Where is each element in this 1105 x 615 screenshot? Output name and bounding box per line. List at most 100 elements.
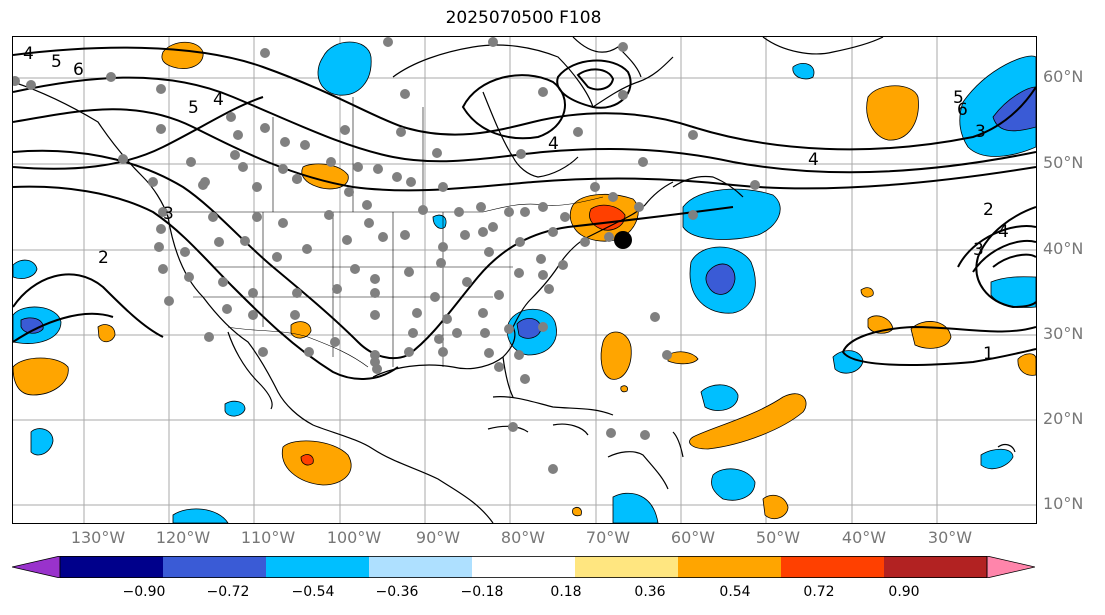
contour-label: 4 <box>548 134 559 154</box>
lon-label: 110°W <box>240 528 296 547</box>
lon-label: 90°W <box>415 528 461 547</box>
negative-anomaly-region <box>992 86 1036 132</box>
lon-label: 130°W <box>70 528 126 547</box>
lon-label: 120°W <box>155 528 211 547</box>
contour-label: 2 <box>983 200 994 220</box>
negative-anomaly-region <box>30 428 54 456</box>
lon-label: 80°W <box>500 528 546 547</box>
positive-anomaly-region <box>910 321 952 349</box>
contour-label: 4 <box>998 222 1009 242</box>
negative-anomaly-region <box>516 318 542 339</box>
colorbar-segment <box>60 556 164 578</box>
contour-label: 1 <box>983 344 994 364</box>
colorbar-tick-label: 0.18 <box>550 584 582 600</box>
station-markers <box>13 37 760 474</box>
colorbar-tick-label: −0.54 <box>291 584 335 600</box>
map-svg: 4 5 6 5 4 4 3 2 4 3 6 5 2 3 4 1 <box>13 37 1036 523</box>
positive-anomaly-region <box>620 385 628 393</box>
positive-anomaly-region <box>689 393 807 450</box>
contour-label: 6 <box>957 100 968 120</box>
contour-label: 2 <box>98 248 109 268</box>
negative-anomaly-region <box>13 259 38 279</box>
colorbar-segment <box>781 556 885 578</box>
positive-anomaly-region <box>97 324 116 343</box>
colorbar-segment <box>266 556 370 578</box>
positive-anomaly-region <box>600 331 632 380</box>
contour-label: 5 <box>51 52 62 72</box>
anomaly-fills <box>13 41 1036 523</box>
positive-anomaly-region <box>866 85 919 141</box>
colorbar <box>12 556 1035 578</box>
colorbar-segment <box>884 556 988 578</box>
colorbar-border <box>59 556 988 578</box>
contour-label: 5 <box>188 98 199 118</box>
positive-anomaly-region <box>667 351 699 365</box>
colorbar-segment <box>163 556 267 578</box>
contour-label: 4 <box>213 90 224 110</box>
negative-anomaly-region <box>711 468 756 501</box>
colorbar-tick-label: −0.36 <box>375 584 419 600</box>
map-title: 2025070500 F108 <box>445 8 602 28</box>
negative-anomaly-region <box>700 384 739 411</box>
colorbar-segment <box>575 556 679 578</box>
negative-anomaly-region <box>682 188 781 240</box>
positive-anomaly-region <box>13 357 69 396</box>
colorbar-tick-label: −0.18 <box>460 584 504 600</box>
colorbar-segment <box>369 556 473 578</box>
lon-label: 50°W <box>755 528 801 547</box>
colorbar-segment <box>678 556 782 578</box>
negative-anomaly-region <box>705 263 736 295</box>
negative-anomaly-region <box>432 214 447 229</box>
colorbar-segment <box>472 556 576 578</box>
colorbar-extend-high <box>986 556 1035 578</box>
contour-label: 3 <box>163 204 174 224</box>
positive-anomaly-region <box>161 41 204 69</box>
lon-label: 30°W <box>927 528 973 547</box>
negative-anomaly-region <box>172 508 229 523</box>
lon-label: 70°W <box>585 528 631 547</box>
negative-anomaly-region <box>980 448 1014 470</box>
colorbar-tick-label: −0.72 <box>206 584 250 600</box>
positive-anomaly-region <box>281 440 352 486</box>
positive-anomaly-region <box>1017 353 1036 376</box>
negative-anomaly-region <box>832 350 864 374</box>
lon-label: 100°W <box>326 528 382 547</box>
coastlines <box>13 37 1016 523</box>
colorbar-tick-label: 0.90 <box>888 584 920 600</box>
highlight-marker <box>614 231 632 249</box>
contour-label: 3 <box>975 122 986 142</box>
positive-anomaly-region <box>860 287 874 298</box>
lat-label: 50°N <box>1043 153 1084 172</box>
contour-label: 4 <box>23 44 34 64</box>
lat-label: 10°N <box>1043 494 1084 513</box>
contour-label: 5 <box>953 88 964 108</box>
colorbar-segments <box>12 556 1035 578</box>
positive-anomaly-region <box>290 321 312 339</box>
colorbar-extend-low <box>12 556 61 578</box>
contour-label: 4 <box>808 150 819 170</box>
negative-anomaly-region <box>959 55 1036 157</box>
lat-label: 30°N <box>1043 324 1084 343</box>
colorbar-tick-label: 0.54 <box>719 584 751 600</box>
lon-label: 40°W <box>841 528 887 547</box>
positive-anomaly-region <box>301 163 349 190</box>
negative-anomaly-region <box>317 41 372 96</box>
lat-label: 60°N <box>1043 67 1084 86</box>
colorbar-tick-label: −0.90 <box>122 584 166 600</box>
lat-label: 40°N <box>1043 239 1084 258</box>
negative-anomaly-region <box>224 400 246 417</box>
negative-anomaly-region <box>792 63 815 80</box>
positive-anomaly-region <box>572 507 582 517</box>
contour-label: 3 <box>973 240 984 260</box>
lon-label: 60°W <box>670 528 716 547</box>
negative-anomaly-region <box>990 276 1036 308</box>
contour-label-group: 4 5 6 5 4 4 3 2 4 3 6 5 2 3 4 1 <box>23 44 1009 364</box>
lat-label: 20°N <box>1043 409 1084 428</box>
contour-label: 6 <box>73 60 84 80</box>
positive-anomaly-region <box>762 494 789 520</box>
colorbar-tick-label: 0.72 <box>803 584 835 600</box>
negative-anomaly-region <box>612 492 659 523</box>
negative-anomaly-region <box>20 317 44 334</box>
colorbar-tick-label: 0.36 <box>634 584 666 600</box>
map-panel[interactable]: 4 5 6 5 4 4 3 2 4 3 6 5 2 3 4 1 <box>12 36 1037 524</box>
